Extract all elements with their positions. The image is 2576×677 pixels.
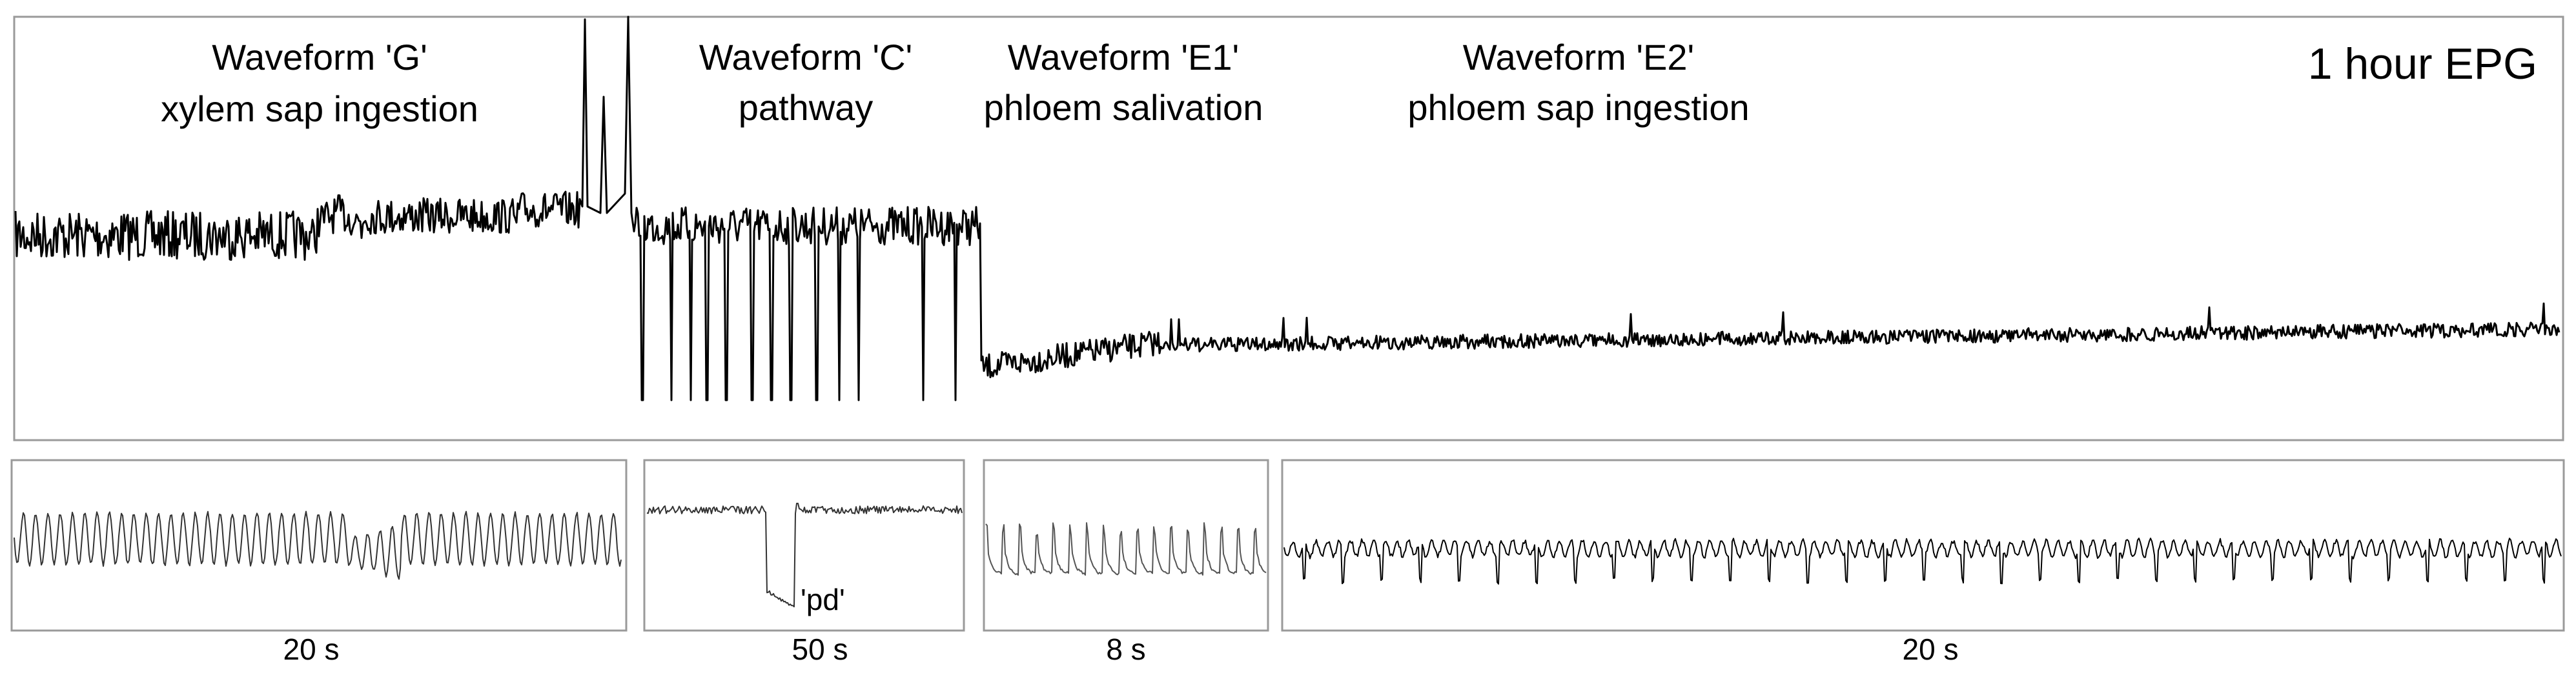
detail-panel-g: 20 s bbox=[10, 459, 628, 666]
duration-label-e2: 20 s bbox=[1903, 632, 1959, 666]
main-panel-frame bbox=[13, 15, 2564, 441]
waveform-g-label: Waveform 'G' bbox=[212, 37, 427, 77]
waveform-c-description: pathway bbox=[739, 87, 874, 128]
detail-panel-e2: 20 s bbox=[1281, 459, 2565, 666]
detail-panel-c: 'pd' 50 s bbox=[643, 459, 965, 666]
waveform-e2-label: Waveform 'E2' bbox=[1463, 37, 1695, 77]
trace-g-line bbox=[14, 510, 622, 580]
trace-c-line bbox=[646, 503, 963, 608]
waveform-e1-label: Waveform 'E1' bbox=[1008, 37, 1240, 77]
detail-panel-e1-frame bbox=[983, 459, 1269, 632]
detail-panel-c-frame bbox=[643, 459, 965, 632]
chart-title: 1 hour EPG bbox=[2308, 39, 2537, 88]
trace-e1-line bbox=[985, 522, 1267, 576]
duration-label-e1: 8 s bbox=[1106, 632, 1145, 666]
detail-panel-e2-frame bbox=[1281, 459, 2565, 632]
trace-e2-line bbox=[1283, 538, 2562, 585]
waveform-e1-description: phloem salivation bbox=[984, 87, 1263, 128]
detail-trace-e1 bbox=[985, 522, 1267, 576]
detail-trace-c bbox=[646, 503, 963, 608]
detail-panel-e1: 8 s bbox=[983, 459, 1269, 666]
detail-panel-g-frame bbox=[10, 459, 628, 632]
waveform-c-label: Waveform 'C' bbox=[699, 37, 912, 77]
waveform-e2-description: phloem sap ingestion bbox=[1407, 87, 1749, 128]
main-epg-trace bbox=[14, 15, 2561, 401]
main-trace-group bbox=[14, 15, 2561, 401]
waveform-g-description: xylem sap ingestion bbox=[161, 88, 478, 129]
main-panel: Waveform 'G' xylem sap ingestion Wavefor… bbox=[13, 15, 2564, 441]
detail-trace-g bbox=[14, 510, 622, 580]
duration-label-g: 20 s bbox=[283, 632, 340, 666]
duration-label-c: 50 s bbox=[792, 632, 848, 666]
detail-trace-e2 bbox=[1283, 538, 2562, 585]
pd-annotation: 'pd' bbox=[801, 583, 845, 616]
